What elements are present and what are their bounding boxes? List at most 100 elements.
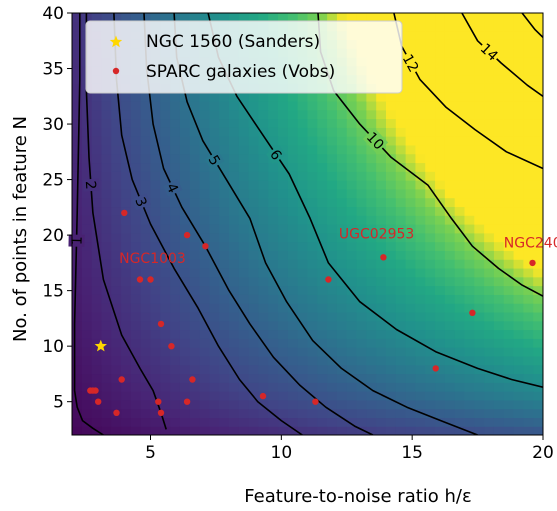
heatmap-cell — [81, 373, 93, 383]
heatmap-cell — [229, 162, 240, 172]
heatmap-cell — [336, 338, 348, 348]
heatmap-cell — [130, 426, 142, 435]
heatmap-cell — [425, 259, 436, 269]
y-tick-label: 10 — [42, 337, 64, 357]
heatmap-cell — [160, 276, 171, 287]
heatmap-cell — [366, 197, 377, 208]
heatmap-cell — [336, 127, 348, 137]
heatmap-cell — [111, 364, 122, 375]
heatmap-cell — [474, 391, 485, 401]
heatmap-cell — [493, 303, 505, 313]
heatmap-cell — [91, 347, 103, 357]
heatmap-cell — [317, 294, 328, 304]
heatmap-cell — [150, 118, 161, 128]
heatmap-cell — [474, 21, 485, 32]
heatmap-cell — [493, 241, 505, 251]
heatmap-cell — [140, 180, 152, 190]
heatmap-cell — [435, 426, 446, 435]
heatmap-cell — [189, 338, 201, 348]
heatmap-cell — [248, 180, 260, 190]
heatmap-cell — [503, 197, 515, 208]
galaxy-point — [189, 376, 196, 383]
heatmap-cell — [405, 364, 417, 375]
heatmap-cell — [395, 118, 407, 128]
heatmap-cell — [395, 311, 407, 322]
heatmap-cell — [160, 285, 171, 295]
heatmap-cell — [386, 355, 397, 366]
heatmap-cell — [435, 285, 446, 295]
contour-line-16 — [521, 13, 543, 38]
heatmap-cell — [435, 232, 446, 243]
heatmap-cell — [238, 355, 250, 366]
heatmap-cell — [346, 408, 358, 419]
heatmap-cell — [336, 267, 348, 278]
heatmap-cell — [336, 382, 348, 392]
heatmap-cell — [533, 21, 543, 32]
contour-line-3 — [113, 13, 303, 435]
heatmap-cell — [484, 197, 495, 208]
heatmap-cell — [150, 382, 161, 392]
heatmap-cell — [287, 364, 299, 375]
heatmap-cell — [248, 303, 260, 313]
heatmap-cell — [170, 347, 181, 357]
heatmap-cell — [356, 426, 367, 435]
heatmap-cell — [160, 391, 171, 401]
heatmap-cell — [307, 206, 318, 216]
heatmap-cell — [287, 303, 299, 313]
heatmap-cell — [356, 347, 367, 357]
heatmap-cell — [91, 136, 103, 146]
heatmap-cell — [140, 241, 152, 251]
heatmap-cell — [91, 364, 103, 375]
heatmap-cell — [81, 241, 93, 251]
heatmap-cell — [356, 285, 367, 295]
heatmap-cell — [533, 224, 543, 234]
heatmap-cell — [376, 311, 387, 322]
heatmap-cell — [415, 30, 426, 40]
heatmap-cell — [513, 13, 524, 23]
heatmap-cell — [111, 144, 122, 155]
heatmap-cell — [376, 232, 387, 243]
heatmap-cell — [435, 48, 446, 58]
heatmap-cell — [533, 144, 543, 155]
heatmap-cell — [297, 399, 309, 410]
heatmap-cell — [150, 408, 161, 419]
heatmap-cell — [317, 162, 328, 172]
heatmap-cell — [405, 118, 417, 128]
heatmap-cell — [513, 364, 524, 375]
heatmap-cell — [238, 144, 250, 155]
heatmap-cell — [454, 92, 466, 102]
heatmap-cell — [229, 206, 240, 216]
heatmap-cell — [111, 285, 122, 295]
heatmap-cell — [179, 197, 191, 208]
heatmap-cell — [386, 180, 397, 190]
heatmap-cell — [307, 329, 318, 339]
heatmap-cell — [464, 417, 475, 427]
heatmap-cell — [150, 294, 161, 304]
heatmap-cell — [474, 30, 485, 40]
heatmap-cell — [278, 188, 289, 199]
heatmap-cell — [179, 329, 191, 339]
heatmap-cell — [474, 83, 485, 93]
heatmap-cell — [503, 144, 515, 155]
heatmap-cell — [327, 338, 338, 348]
heatmap-cell — [484, 224, 495, 234]
heatmap-cell — [179, 188, 191, 199]
heatmap-cell — [533, 206, 543, 216]
heatmap-cell — [160, 118, 171, 128]
heatmap-cell — [444, 276, 456, 287]
heatmap-cell — [513, 197, 524, 208]
heatmap-cell — [199, 206, 210, 216]
heatmap-cell — [268, 364, 279, 375]
heatmap-cell — [91, 294, 103, 304]
heatmap-cell — [317, 180, 328, 190]
heatmap-cell — [464, 294, 475, 304]
heatmap-cell — [278, 250, 289, 260]
heatmap-cell — [101, 417, 112, 427]
heatmap-cell — [170, 267, 181, 278]
heatmap-cell — [317, 426, 328, 435]
heatmap-cell — [101, 294, 112, 304]
heatmap-cell — [189, 197, 201, 208]
heatmap-cell — [484, 136, 495, 146]
heatmap-cell — [121, 153, 132, 164]
heatmap-cell — [493, 215, 505, 225]
